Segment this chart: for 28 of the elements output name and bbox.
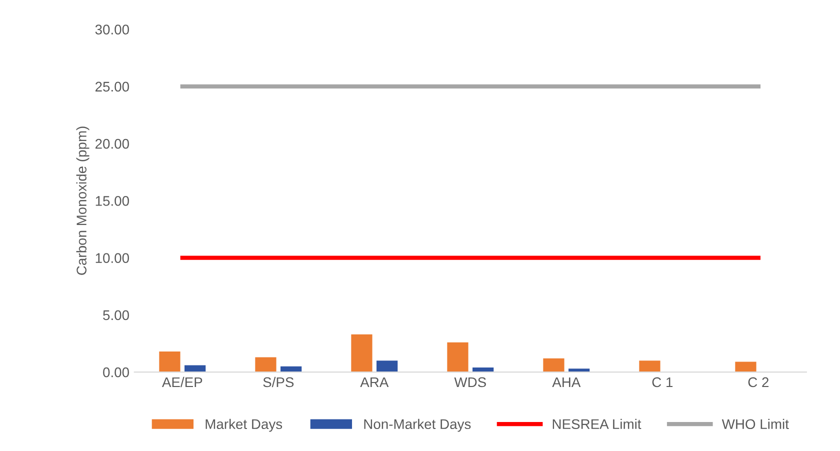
y-tick-label: 15.00 <box>96 196 129 206</box>
bar <box>735 362 756 372</box>
bar <box>447 342 468 372</box>
bar <box>639 360 660 372</box>
y-tick-label: 5.00 <box>103 310 129 320</box>
x-tick-label: C 2 <box>748 377 769 388</box>
x-tick-label: S/PS <box>263 376 294 388</box>
x-tick-label: AHA <box>552 377 581 387</box>
bar <box>255 357 276 372</box>
bar <box>351 334 372 372</box>
x-tick-label: ARA <box>360 377 389 387</box>
legend-label: Non-Market Days <box>364 418 471 432</box>
legend-label: Market Days <box>206 418 282 432</box>
legend-label: NESREA Limit <box>552 418 642 430</box>
y-tick-label: 0.00 <box>103 367 129 378</box>
y-axis-title: Carbon Monoxide (ppm) <box>76 126 90 275</box>
legend-label: WHO Limit <box>722 418 789 430</box>
y-tick-label: 25.00 <box>95 82 129 92</box>
bar <box>543 358 564 372</box>
bar <box>184 365 206 372</box>
bar <box>159 352 180 372</box>
x-tick-label: AE/EP <box>162 376 202 388</box>
x-tick-label: C 1 <box>652 377 673 388</box>
bar <box>376 360 398 372</box>
y-tick-label: 10.00 <box>96 253 129 263</box>
y-tick-label: 20.00 <box>95 138 129 149</box>
y-tick-label: 30.00 <box>95 24 129 34</box>
x-tick-label: WDS <box>454 377 486 388</box>
